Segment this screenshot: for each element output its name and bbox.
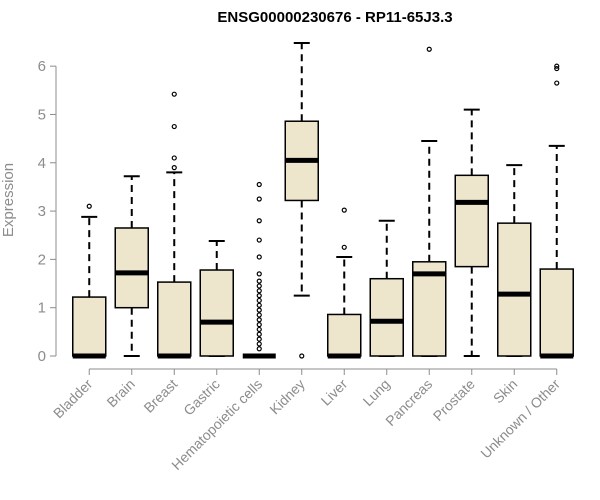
outlier-point (256, 326, 262, 333)
box-iqr (157, 281, 192, 357)
y-tick-label: 6 (38, 58, 46, 75)
outlier-point (256, 307, 262, 313)
x-tick-label: Kidney (266, 376, 308, 418)
box-kidney (284, 41, 319, 359)
x-tick-label: Unknown / Other (477, 376, 563, 462)
box-iqr (327, 313, 362, 357)
outlier-point (256, 341, 262, 347)
outlier-point (171, 155, 177, 161)
box-iqr (199, 269, 234, 357)
x-tick-label: Bladder (50, 376, 96, 422)
outlier-point (554, 63, 560, 69)
outlier-point (256, 346, 262, 352)
box-hematopoietic-cells (242, 181, 276, 359)
outlier-point (256, 283, 262, 289)
x-tick-label: Breast (140, 376, 180, 416)
box-liver (327, 207, 362, 359)
outlier-point (426, 46, 432, 52)
outlier-point (256, 312, 262, 318)
outlier-point (256, 293, 262, 299)
outlier-point (256, 278, 262, 284)
box-iqr (497, 222, 532, 357)
outlier-point (256, 181, 262, 188)
y-tick-label: 0 (38, 348, 46, 365)
outlier-point (171, 123, 177, 130)
box-iqr (369, 277, 404, 357)
outlier-point (256, 237, 262, 243)
outlier-point (341, 244, 347, 250)
outlier-point (256, 196, 262, 202)
x-tick-label: Pancreas (382, 376, 435, 429)
x-tick-label: Lung (360, 376, 393, 409)
y-tick-label: 3 (38, 203, 46, 220)
box-brain (114, 175, 149, 357)
outlier-point (256, 271, 262, 277)
outlier-point (256, 288, 262, 294)
box-iqr (539, 268, 574, 357)
outlier-point (256, 331, 262, 337)
outlier-point (86, 203, 92, 209)
outlier-point (171, 91, 177, 97)
outlier-point (256, 302, 262, 308)
outlier-point (256, 297, 262, 304)
y-tick-label: 1 (38, 300, 46, 317)
outlier-point (171, 165, 177, 171)
box-breast (157, 91, 192, 359)
outlier-point (256, 322, 262, 328)
outlier-point (256, 336, 262, 342)
box-iqr (72, 296, 107, 357)
y-tick-label: 4 (38, 155, 46, 172)
box-unknown-other (539, 63, 574, 359)
box-skin (497, 164, 532, 357)
boxes-group (72, 41, 574, 359)
outlier-point (256, 218, 262, 224)
chart-title: ENSG00000230676 - RP11-65J3.3 (217, 9, 452, 26)
box-lung (369, 219, 404, 357)
outlier-point (554, 65, 560, 72)
box-prostate (454, 108, 489, 357)
x-tick-label: Brain (103, 376, 137, 410)
outlier-point (341, 207, 347, 213)
x-tick-label: Prostate (430, 376, 478, 424)
y-axis-label: Expression (0, 163, 17, 237)
box-iqr (114, 227, 149, 309)
outlier-point (554, 80, 560, 86)
y-axis: 0 1 2 3 4 5 6 (38, 58, 57, 365)
box-bladder (72, 203, 107, 359)
box-iqr (412, 261, 447, 357)
y-tick-label: 2 (38, 251, 46, 268)
x-tick-label: Liver (318, 376, 351, 409)
outlier-point (256, 317, 262, 323)
outlier-point (256, 254, 262, 260)
x-tick-label: Skin (490, 376, 521, 407)
box-iqr (454, 174, 489, 268)
y-tick-label: 5 (38, 106, 46, 123)
box-gastric (199, 240, 234, 357)
outlier-point (299, 353, 305, 359)
box-pancreas (412, 46, 447, 357)
